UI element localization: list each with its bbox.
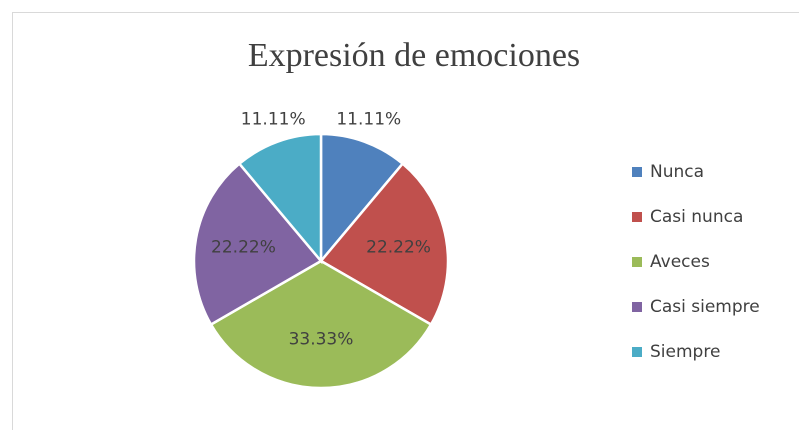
legend-label: Siempre [650,342,720,362]
legend-swatch [632,302,642,312]
pie-slice [319,132,405,265]
legend-label: Nunca [650,162,704,182]
pie-slice [209,259,433,390]
pie-slice [237,132,323,265]
legend-swatch [632,347,642,357]
legend-label: Aveces [650,252,710,272]
data-label: 11.11% [241,110,306,130]
data-label: 11.11% [336,110,401,130]
legend-label: Casi siempre [650,297,760,317]
data-label: 33.33% [289,330,354,350]
legend-swatch [632,257,642,267]
pie-slice [192,161,323,327]
pie-slice [319,161,450,327]
chart-title: Expresión de emociones [248,37,580,74]
legend-swatch [632,167,642,177]
legend-swatch [632,212,642,222]
data-label: 22.22% [366,237,431,257]
data-label: 22.22% [211,237,276,257]
legend-label: Casi nunca [650,207,743,227]
